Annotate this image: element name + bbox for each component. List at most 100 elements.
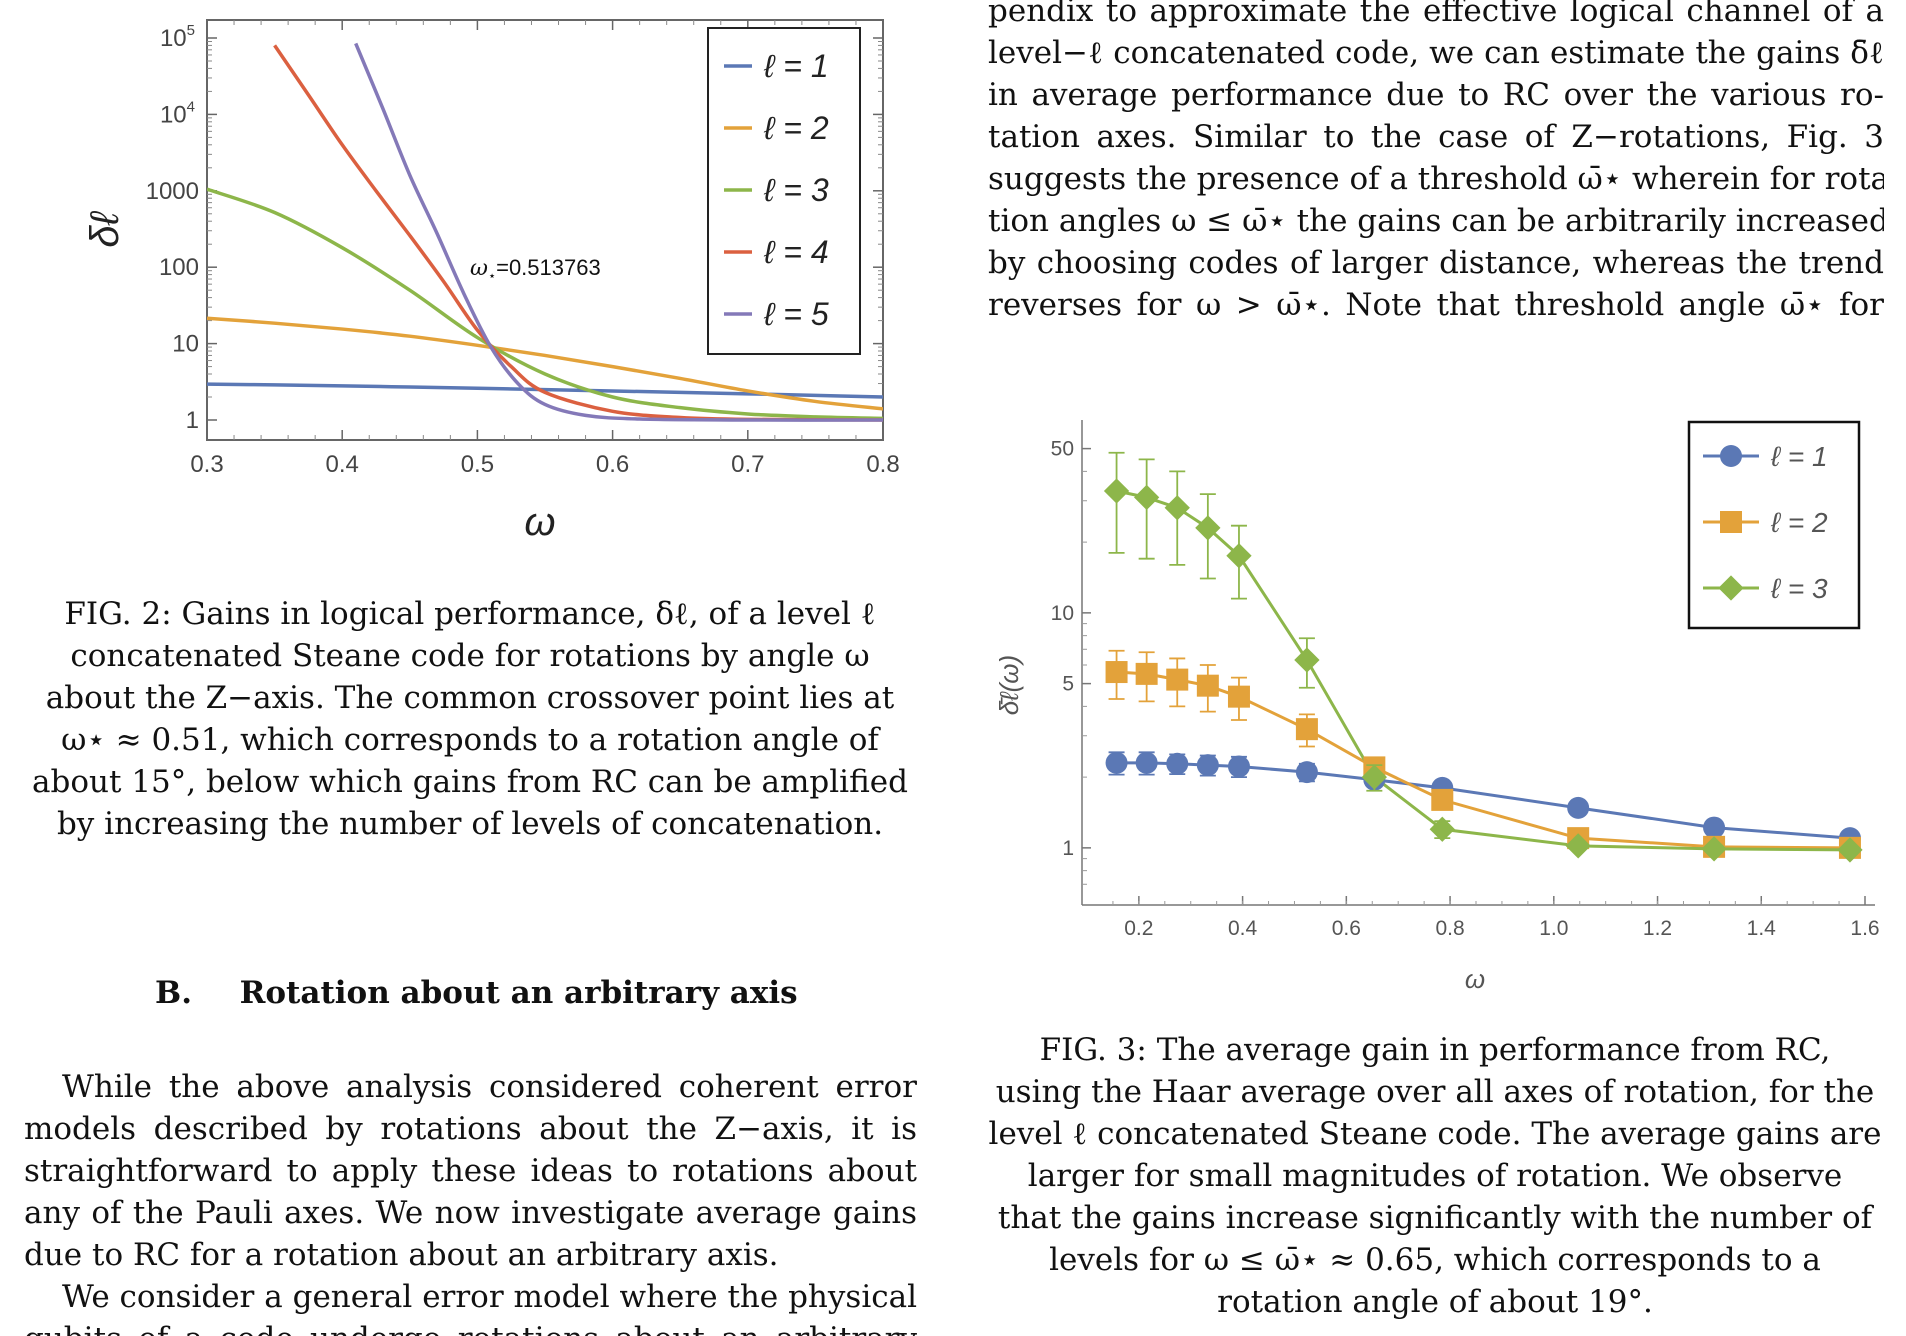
paragraph-line: qubits of a code undergo rotations about… bbox=[24, 1318, 917, 1336]
data-point bbox=[1196, 674, 1219, 697]
data-point bbox=[1103, 478, 1130, 504]
data-point bbox=[1567, 796, 1590, 819]
x-tick-label: 0.3 bbox=[190, 451, 223, 478]
fig3-chart: 0.2 0.4 0.6 0.8 1.0 1.2 1.4 1.6 1 5 10 50 ω δ̄ℓ(ω) ℓ =… bbox=[960, 400, 1906, 1000]
left-paragraph-2: We consider a general error model where … bbox=[24, 1276, 917, 1336]
fig3-caption: FIG. 3: The average gain in performance … bbox=[985, 1029, 1885, 1323]
x-tick-label: 0.8 bbox=[866, 451, 899, 478]
fig2-chart: 0.3 0.4 0.5 0.6 0.7 0.8 1 10 100 1000 104 105 ω δℓ ω⋆=… bbox=[0, 0, 900, 560]
paragraph-line: due to RC for a rotation about an arbitr… bbox=[24, 1237, 779, 1273]
caption-line: about 15°, below which gains from RC can… bbox=[32, 764, 908, 800]
y-axis-label: δ̄ℓ(ω) bbox=[994, 655, 1024, 715]
data-point bbox=[1135, 662, 1158, 685]
y-tick-label: 5 bbox=[1062, 673, 1074, 696]
x-tick-label: 0.7 bbox=[731, 451, 764, 478]
data-point bbox=[1133, 484, 1160, 511]
fig2-caption: FIG. 2: Gains in logical performance, δℓ… bbox=[20, 593, 920, 845]
x-tick-label: 0.6 bbox=[1332, 917, 1361, 940]
y-tick-label: 1 bbox=[1062, 837, 1074, 860]
y-tick-label: 1000 bbox=[146, 178, 199, 205]
x-tick-label: 1.0 bbox=[1539, 917, 1568, 940]
fig3-plot: 0.2 0.4 0.6 0.8 1.0 1.2 1.4 1.6 1 5 10 50 ω δ̄ℓ(ω) ℓ =… bbox=[994, 420, 1880, 994]
paragraph-line: in average performance due to RC over th… bbox=[988, 77, 1884, 113]
legend-label: ℓ = 2 bbox=[763, 110, 829, 146]
caption-line: levels for ω ≤ ω̄⋆ ≈ 0.65, which corresp… bbox=[1049, 1242, 1821, 1278]
data-point bbox=[1166, 752, 1189, 775]
series-line bbox=[207, 187, 883, 421]
data-point bbox=[1431, 788, 1454, 811]
legend-label: ℓ = 5 bbox=[763, 296, 829, 332]
fig2-plot: 0.3 0.4 0.5 0.6 0.7 0.8 1 10 100 1000 104 105 ω δℓ ω⋆=… bbox=[83, 19, 900, 544]
y-tick-label: 10 bbox=[1051, 602, 1074, 625]
paragraph-line: models described by rotations about the … bbox=[24, 1111, 917, 1147]
caption-line: rotation angle of about 19°. bbox=[1217, 1284, 1653, 1320]
x-axis-label: ω bbox=[524, 500, 555, 544]
data-point bbox=[1720, 511, 1742, 533]
paragraph-line: level−ℓ concatenated code, we can estima… bbox=[988, 35, 1884, 71]
x-tick-label: 1.4 bbox=[1747, 917, 1777, 940]
paragraph-line: pendix to approximate the effective logi… bbox=[988, 0, 1884, 29]
data-point bbox=[1720, 445, 1742, 467]
caption-line: that the gains increase significantly wi… bbox=[997, 1200, 1873, 1236]
crossover-annotation: ω⋆=0.513763 bbox=[470, 255, 601, 283]
series-line bbox=[207, 316, 883, 411]
data-point bbox=[1196, 754, 1219, 777]
data-point bbox=[1105, 661, 1128, 684]
legend-label: ℓ = 3 bbox=[763, 172, 829, 208]
x-tick-label: 1.6 bbox=[1850, 917, 1879, 940]
caption-line: about the Z−axis. The common crossover p… bbox=[45, 680, 895, 716]
paragraph-line: straightforward to apply these ideas to … bbox=[24, 1153, 917, 1189]
caption-line: larger for small magnitudes of rotation.… bbox=[1027, 1158, 1843, 1194]
x-tick-label: 0.4 bbox=[326, 451, 359, 478]
y-axis-label: δℓ bbox=[83, 210, 127, 247]
x-tick-label: 0.5 bbox=[461, 451, 494, 478]
y-tick-label: 105 bbox=[160, 22, 195, 52]
x-tick-label: 0.6 bbox=[596, 451, 629, 478]
paragraph-line: tation axes. Similar to the case of Z−ro… bbox=[988, 119, 1884, 155]
legend-label: ℓ = 1 bbox=[1770, 441, 1828, 472]
y-tick-label: 1 bbox=[186, 407, 199, 434]
paragraph-line: We consider a general error model where … bbox=[62, 1279, 917, 1315]
legend-label: ℓ = 4 bbox=[763, 234, 829, 270]
data-point bbox=[1295, 718, 1318, 741]
y-tick-label: 10 bbox=[172, 331, 199, 358]
data-point bbox=[1429, 816, 1455, 842]
data-point bbox=[1227, 755, 1250, 778]
x-tick-label: 0.8 bbox=[1435, 917, 1464, 940]
legend-label: ℓ = 1 bbox=[763, 48, 829, 84]
data-point bbox=[1166, 668, 1189, 691]
paragraph-line: reverses for ω > ω̄⋆. Note that threshol… bbox=[988, 287, 1884, 323]
data-point bbox=[1227, 685, 1250, 708]
paragraph-line: suggests the presence of a threshold ω̄⋆… bbox=[988, 161, 1884, 197]
x-tick-label: 1.2 bbox=[1643, 917, 1672, 940]
data-point bbox=[1718, 575, 1744, 601]
data-point bbox=[1295, 761, 1318, 784]
legend-label: ℓ = 2 bbox=[1770, 507, 1828, 538]
paragraph-line: tion angles ω ≤ ω̄⋆ the gains can be arb… bbox=[988, 203, 1884, 239]
data-point bbox=[1294, 647, 1320, 673]
caption-line: FIG. 3: The average gain in performance … bbox=[1039, 1032, 1831, 1068]
legend-label: ℓ = 3 bbox=[1770, 573, 1828, 604]
section-number: B. bbox=[155, 975, 192, 1011]
right-top-paragraph: pendix to approximate the effective logi… bbox=[988, 0, 1884, 326]
caption-line: FIG. 2: Gains in logical performance, δℓ… bbox=[64, 596, 876, 632]
series-line bbox=[1116, 761, 1851, 840]
data-point bbox=[1164, 495, 1190, 521]
data-point bbox=[1703, 816, 1726, 839]
data-point bbox=[1105, 751, 1128, 774]
section-title: Rotation about an arbitrary axis bbox=[239, 975, 798, 1011]
left-paragraph: While the above analysis considered cohe… bbox=[24, 1066, 917, 1276]
paragraph-line: any of the Pauli axes. We now investigat… bbox=[24, 1195, 917, 1231]
x-tick-label: 0.4 bbox=[1228, 917, 1258, 940]
data-point bbox=[1135, 751, 1158, 774]
caption-line: concatenated Steane code for rotations b… bbox=[70, 638, 870, 674]
x-tick-label: 0.2 bbox=[1124, 917, 1153, 940]
y-tick-label: 100 bbox=[159, 254, 199, 281]
caption-line: level ℓ concatenated Steane code. The av… bbox=[988, 1116, 1882, 1152]
series-line bbox=[1116, 670, 1850, 850]
caption-line: using the Haar average over all axes of … bbox=[995, 1074, 1875, 1110]
series-group bbox=[207, 42, 883, 422]
section-heading: B. Rotation about an arbitrary axis bbox=[155, 975, 798, 1011]
caption-line: ω⋆ ≈ 0.51, which corresponds to a rotati… bbox=[61, 722, 879, 758]
x-axis-label: ω bbox=[1465, 964, 1485, 994]
